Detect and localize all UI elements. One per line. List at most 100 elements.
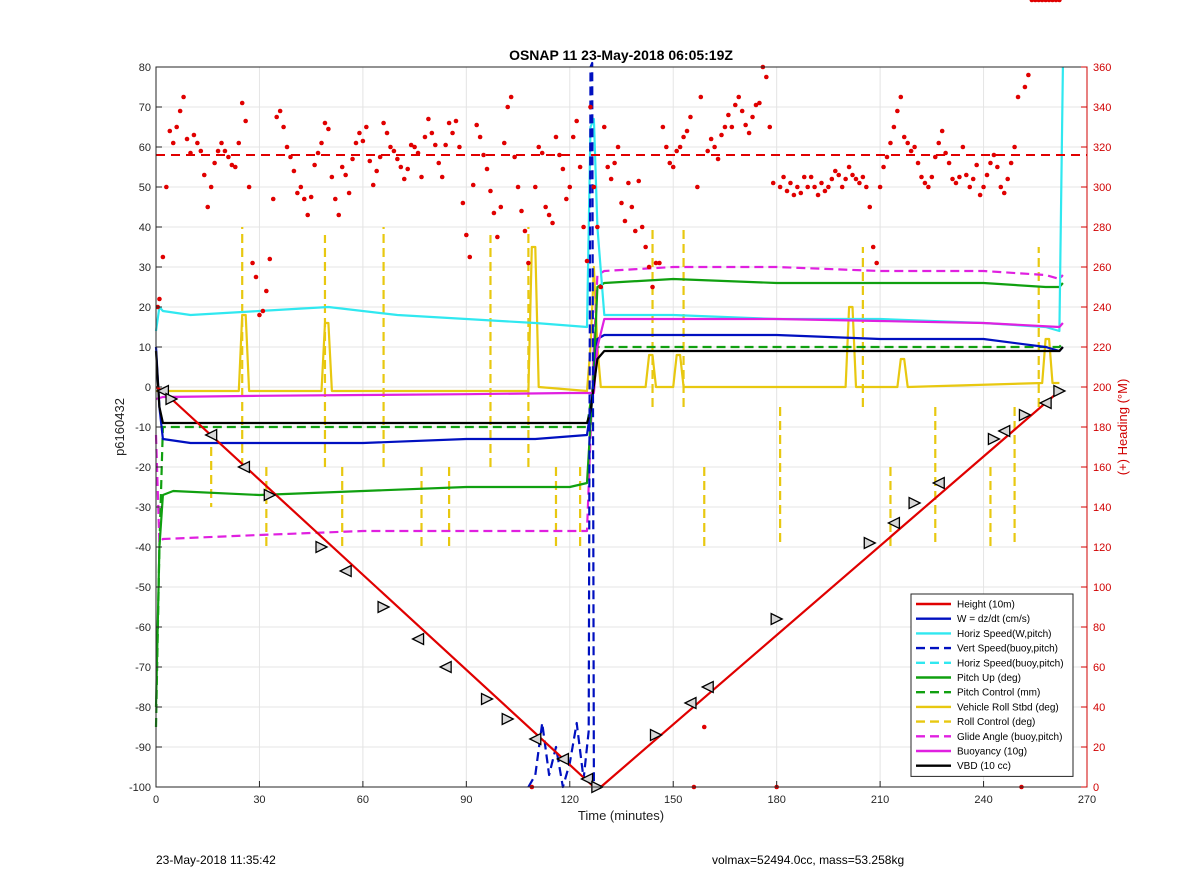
heading-point: [488, 188, 493, 194]
height-marker: [204, 428, 218, 442]
heading-point: [312, 162, 317, 168]
heading-point: [526, 260, 531, 266]
heading-point: [336, 212, 342, 218]
heading-point: [188, 150, 193, 156]
x-tick-label: 180: [767, 794, 785, 806]
heading-point: [198, 148, 204, 154]
heading-point: [588, 104, 593, 110]
legend-label: Vehicle Roll Stbd (deg): [957, 702, 1059, 713]
heading-point: [736, 94, 742, 100]
y-tick-label: 70: [139, 102, 151, 114]
heading-point: [239, 100, 245, 106]
heading-point: [181, 94, 186, 100]
heading-point: [660, 124, 666, 130]
heading-point: [581, 224, 586, 230]
heading-point: [701, 724, 707, 730]
heading-point: [1029, 0, 1035, 3]
y-tick-label: -90: [135, 742, 151, 754]
heading-point: [495, 234, 500, 240]
heading-point: [922, 180, 928, 186]
heading-point: [670, 164, 676, 170]
heading-point: [853, 176, 859, 182]
heading-point: [281, 124, 286, 130]
x-tick-label: 270: [1078, 794, 1096, 806]
x-tick-label: 0: [153, 794, 159, 806]
heading-point: [288, 154, 293, 160]
heading-point: [777, 184, 783, 190]
legend-label: Horiz Speed(W,pitch): [957, 629, 1051, 640]
heading-point: [201, 172, 207, 178]
heading-point: [329, 174, 335, 180]
heading-point: [501, 140, 507, 146]
heading-point: [788, 180, 793, 186]
heading-point: [426, 116, 431, 122]
height-marker: [165, 392, 179, 406]
heading-point: [246, 184, 252, 190]
y-tick-label: -20: [135, 462, 151, 474]
heading-point: [843, 176, 848, 182]
heading-point: [850, 172, 855, 178]
heading-point: [667, 160, 673, 166]
y2-tick-label: 160: [1093, 462, 1111, 474]
height-marker: [649, 728, 663, 742]
heading-point: [1057, 0, 1062, 3]
heading-point: [433, 142, 438, 148]
heading-point: [781, 174, 786, 180]
heading-point: [208, 184, 214, 190]
heading-point: [808, 174, 814, 180]
heading-point: [957, 174, 962, 180]
y2-tick-label: 320: [1093, 142, 1111, 154]
heading-point: [619, 200, 624, 206]
series-vert-speed-buoy-pitch: [527, 61, 598, 789]
height-marker: [501, 712, 515, 726]
heading-point: [743, 122, 748, 128]
heading-point: [364, 124, 369, 130]
heading-point: [812, 184, 817, 190]
heading-point: [574, 118, 579, 124]
heading-point: [236, 140, 242, 146]
heading-point: [995, 164, 1000, 170]
height-marker: [411, 632, 425, 646]
heading-point: [415, 150, 421, 156]
heading-point: [401, 176, 407, 182]
y-tick-label: -70: [135, 662, 151, 674]
heading-point: [901, 134, 907, 140]
y-tick-label: 30: [139, 262, 151, 274]
heading-point: [308, 194, 314, 200]
heading-point: [570, 134, 576, 140]
heading-point: [881, 164, 886, 170]
legend-label: Pitch Up (deg): [957, 673, 1021, 684]
heading-point: [174, 124, 179, 130]
heading-point: [343, 172, 348, 178]
heading-point: [784, 188, 790, 194]
heading-point: [898, 94, 904, 100]
heading-point: [219, 140, 224, 146]
heading-point: [739, 108, 745, 114]
heading-point: [505, 104, 511, 110]
heading-point: [664, 144, 669, 150]
heading-point: [695, 184, 700, 190]
y2-tick-label: 20: [1093, 742, 1105, 754]
heading-point: [864, 184, 869, 190]
heading-point: [350, 156, 355, 162]
heading-point: [398, 164, 404, 170]
heading-point: [822, 188, 828, 194]
heading-point: [170, 140, 176, 146]
heading-point: [801, 174, 807, 180]
heading-point: [722, 124, 728, 130]
heading-point: [284, 144, 290, 150]
heading-point: [639, 224, 645, 230]
y2-tick-label: 340: [1093, 102, 1111, 114]
height-marker: [263, 488, 277, 502]
heading-point: [532, 184, 538, 190]
heading-point: [636, 178, 642, 184]
plot-area: [154, 0, 1087, 794]
x-axis-label: Time (minutes): [578, 808, 664, 823]
x-tick-label: 90: [460, 794, 472, 806]
heading-point: [560, 166, 566, 172]
heading-point: [877, 184, 883, 190]
heading-point: [612, 160, 617, 166]
heading-point: [346, 190, 352, 196]
heading-point: [322, 120, 328, 126]
